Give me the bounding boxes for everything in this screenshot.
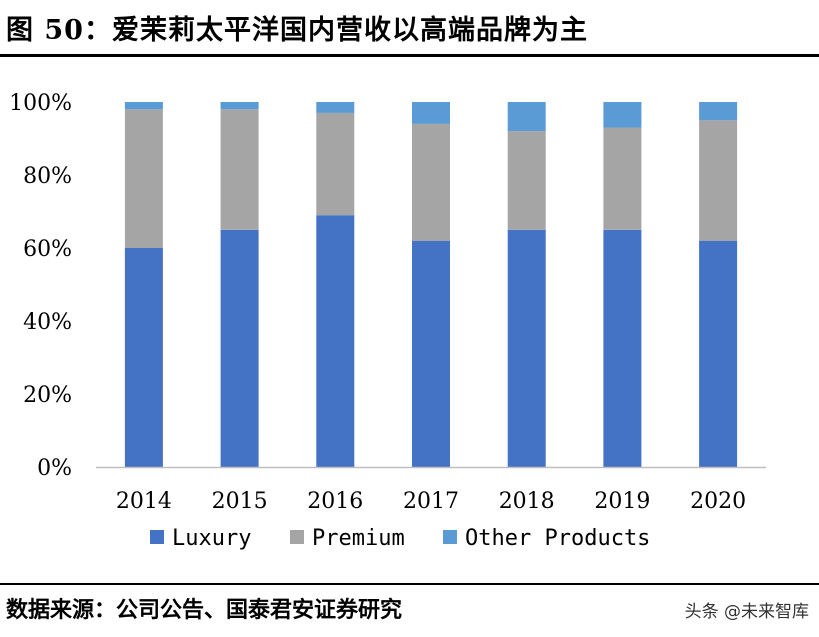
- bar-premium-2014: [124, 109, 163, 248]
- bar-luxury-2016: [316, 215, 355, 467]
- bar-luxury-2020: [699, 240, 738, 467]
- bar-premium-2020: [699, 120, 738, 241]
- y-tick-20: 20%: [23, 383, 72, 408]
- x-tick-2017: 2017: [403, 489, 459, 514]
- bar-luxury-2014: [124, 248, 163, 467]
- x-tick-2019: 2019: [594, 489, 650, 514]
- bar-other-products-2017: [412, 102, 450, 124]
- legend-label-other-products: Other Products: [465, 526, 650, 551]
- bar-luxury-2017: [412, 240, 450, 467]
- watermark: 头条 @未来智库: [684, 602, 809, 622]
- y-tick-100: 100%: [9, 91, 72, 116]
- bar-premium-2017: [412, 123, 450, 241]
- bar-luxury-2019: [603, 229, 642, 468]
- bar-other-products-2018: [507, 102, 546, 132]
- bars-layer: [124, 102, 738, 468]
- bar-other-products-2016: [316, 102, 355, 113]
- x-tick-labels: 2014 2015 2016 2017 2018 2019 2020: [116, 489, 746, 514]
- figure-title: 图 50：爱茉莉太平洋国内营收以高端品牌为主: [6, 15, 588, 46]
- bar-premium-2016: [316, 112, 355, 216]
- x-tick-2014: 2014: [116, 489, 172, 514]
- x-tick-2020: 2020: [690, 489, 746, 514]
- y-tick-80: 80%: [23, 164, 72, 189]
- legend-label-premium: Premium: [312, 526, 405, 551]
- bar-other-products-2014: [124, 102, 163, 110]
- bar-other-products-2019: [603, 102, 642, 128]
- bar-premium-2019: [603, 127, 642, 230]
- source-divider: [0, 583, 819, 585]
- legend-swatch-premium: [290, 530, 304, 544]
- bar-other-products-2015: [220, 102, 259, 110]
- stacked-bar-chart: 0%20%40%60%80%100% 2014 2015 2016 2017 2018 2…: [9, 91, 766, 551]
- legend-swatch-luxury: [150, 530, 164, 544]
- legend-label-luxury: Luxury: [172, 526, 251, 551]
- bar-luxury-2018: [507, 229, 546, 468]
- x-tick-2018: 2018: [499, 489, 555, 514]
- x-tick-2015: 2015: [212, 489, 268, 514]
- y-tick-0: 0%: [37, 456, 72, 481]
- bar-premium-2018: [507, 131, 546, 230]
- y-tick-60: 60%: [23, 237, 72, 262]
- bar-premium-2015: [220, 109, 259, 230]
- bar-other-products-2020: [699, 102, 738, 121]
- title-divider: [0, 54, 819, 57]
- legend: Luxury Premium Other Products: [150, 526, 650, 551]
- x-tick-2016: 2016: [307, 489, 363, 514]
- source-note: 数据来源：公司公告、国泰君安证券研究: [6, 597, 403, 623]
- y-tick-40: 40%: [23, 310, 72, 335]
- legend-swatch-other-products: [443, 530, 457, 544]
- y-tick-labels: 0% 20% 40% 60% 80% 100%: [9, 91, 72, 481]
- bar-luxury-2015: [220, 229, 259, 468]
